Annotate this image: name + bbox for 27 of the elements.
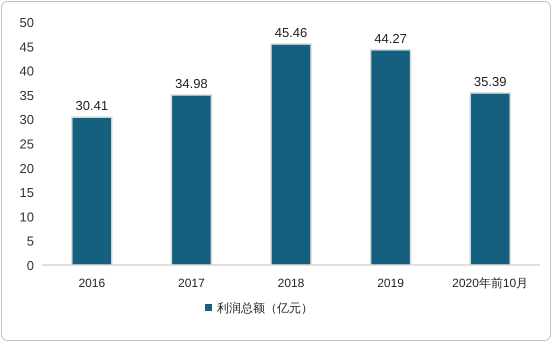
bar [469,92,511,266]
y-tick-label: 5 [26,234,34,249]
x-tick-label: 2019 [377,276,404,290]
legend-label: 利润总额（亿元） [217,301,313,315]
x-tick-label: 2016 [78,276,106,290]
y-tick-label: 10 [20,209,34,224]
bar [71,116,113,266]
bar [270,43,312,266]
data-label: 34.98 [175,76,208,91]
x-tick-label: 2020年前10月 [452,276,528,290]
data-label: 44.27 [374,30,407,46]
y-tick-label: 40 [20,64,34,79]
y-tick-label: 20 [20,160,34,176]
data-label: 35.39 [474,74,506,90]
bar [170,94,212,266]
y-tick-label: 50 [20,15,34,30]
y-tick-label: 25 [20,136,34,152]
y-tick-label: 15 [20,185,34,200]
y-tick-label: 0 [26,258,34,273]
y-tick-label: 45 [20,39,34,54]
x-tick-label: 2018 [278,276,305,290]
x-tick-label: 2017 [178,276,206,290]
y-tick-label: 35 [20,88,34,103]
y-tick-label: 30 [20,112,34,128]
data-label: 30.41 [76,98,108,114]
bar [370,49,412,266]
data-label: 45.46 [274,25,308,40]
